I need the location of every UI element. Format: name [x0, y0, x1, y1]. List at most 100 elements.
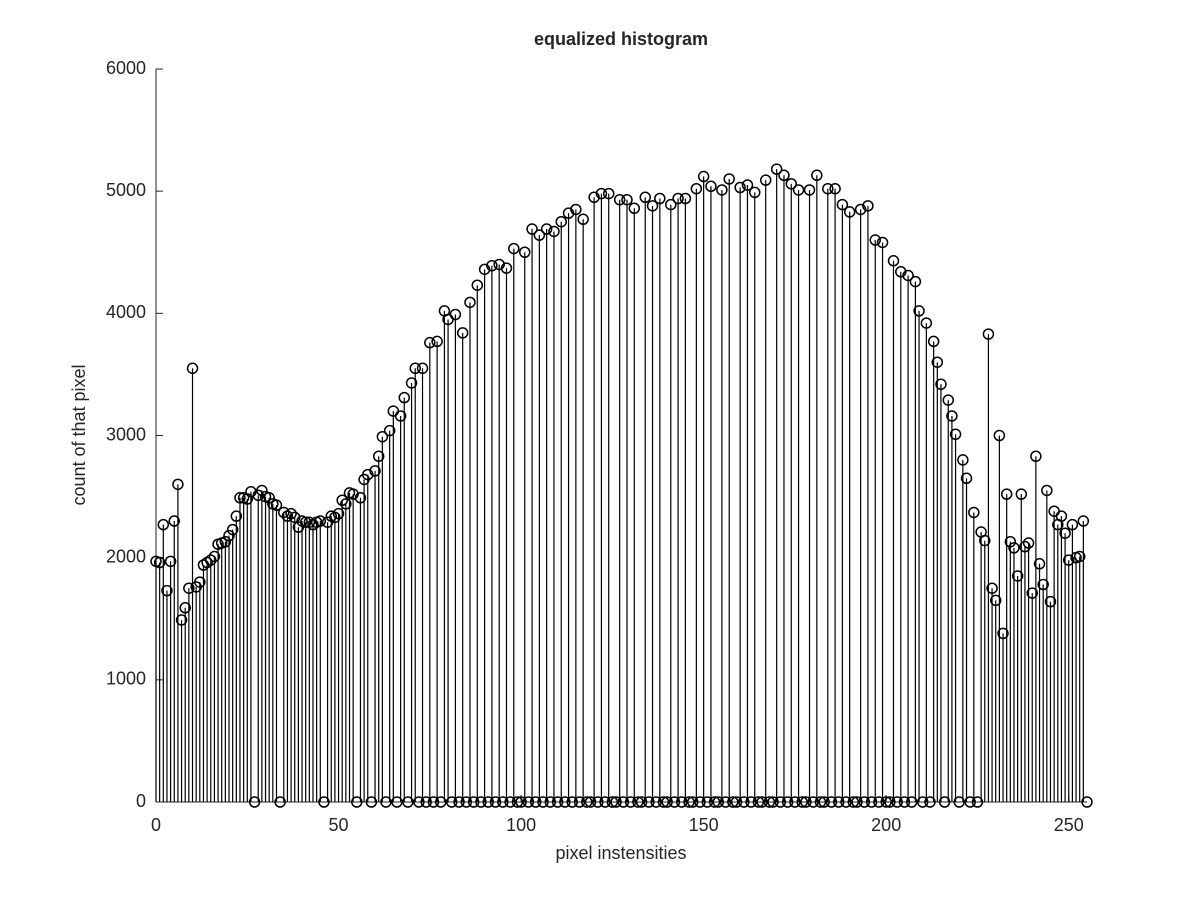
stem-marker	[968, 506, 980, 519]
chart-title: equalized histogram	[534, 29, 708, 49]
stem-marker	[391, 796, 403, 808]
stem-marker	[1033, 558, 1046, 570]
stem-marker	[814, 796, 827, 808]
stem-marker	[661, 796, 673, 808]
stem-marker	[1015, 488, 1028, 500]
stem-marker	[431, 335, 443, 348]
stem-marker	[1011, 570, 1024, 582]
stem-marker	[825, 796, 838, 808]
stem-marker	[840, 796, 852, 808]
stem-marker	[376, 430, 389, 443]
stem-marker	[887, 255, 900, 267]
stem-marker	[453, 796, 465, 808]
stem-marker	[865, 796, 878, 808]
stem-marker	[497, 796, 509, 808]
stem-marker	[774, 796, 787, 808]
stem-marker	[1077, 515, 1090, 527]
stem-marker	[989, 594, 1002, 607]
stem-marker	[263, 492, 275, 504]
stem-marker	[183, 582, 195, 594]
stem-marker	[219, 536, 232, 548]
stem-marker	[730, 796, 743, 808]
stem-marker	[486, 259, 498, 272]
stem-marker	[982, 328, 995, 340]
stem-marker	[467, 796, 480, 808]
stem-marker	[734, 181, 746, 194]
stem-marker	[759, 174, 772, 186]
stem-marker	[690, 182, 703, 195]
stem-marker	[606, 796, 619, 808]
stem-marker	[504, 796, 516, 808]
stem-marker	[738, 796, 750, 808]
stem-marker	[993, 429, 1006, 442]
stem-marker	[756, 796, 768, 808]
y-axis-label: count of that pixel	[69, 364, 89, 505]
stem-marker	[1000, 488, 1013, 500]
stem-marker	[526, 223, 538, 235]
stem-marker	[650, 796, 662, 808]
stem-marker	[694, 796, 706, 808]
stem-marker	[964, 796, 976, 808]
stem-marker	[175, 614, 188, 626]
stem-marker	[909, 275, 922, 288]
stem-marker	[380, 796, 392, 808]
stem-marker	[957, 454, 969, 466]
stem-marker	[460, 796, 473, 808]
stem-marker	[1081, 796, 1093, 808]
stem-marker	[548, 225, 560, 238]
stem-marker	[624, 796, 637, 808]
stem-marker	[1019, 540, 1031, 553]
stem-marker	[665, 198, 677, 211]
stem-marker	[884, 796, 896, 808]
stem-marker	[1030, 450, 1042, 463]
stem-marker	[427, 796, 440, 808]
stem-marker	[997, 627, 1009, 640]
stem-marker	[570, 203, 582, 216]
stem-marker	[274, 796, 286, 808]
y-tick-label: 1000	[106, 669, 146, 689]
stem-marker	[299, 516, 312, 528]
stem-marker	[584, 796, 597, 808]
stem-marker	[822, 182, 834, 195]
stem-marker	[781, 796, 794, 808]
stem-marker	[628, 202, 641, 215]
stem-marker	[1059, 527, 1071, 539]
stem-marker	[559, 796, 571, 808]
stem-marker	[592, 796, 604, 808]
stem-marker	[832, 796, 845, 808]
stem-marker	[1037, 578, 1049, 591]
stem-marker	[829, 182, 841, 195]
stem-marker	[931, 356, 944, 368]
stem-marker	[986, 582, 998, 594]
stem-marker	[205, 554, 217, 566]
stem-marker	[398, 391, 411, 404]
stem-marker	[577, 213, 589, 226]
stem-marker	[803, 184, 816, 196]
stem-marker	[551, 796, 564, 808]
stem-marker	[471, 279, 484, 291]
stem-marker	[1041, 484, 1053, 497]
stem-marker	[566, 796, 578, 808]
stem-marker	[372, 450, 385, 463]
x-axis-label: pixel instensities	[555, 843, 686, 863]
stem-marker	[394, 410, 407, 422]
stem-marker	[1008, 542, 1020, 554]
stem-marker	[405, 377, 418, 389]
stem-marker	[489, 796, 502, 808]
stem-marker	[226, 523, 239, 536]
stem-marker	[511, 796, 524, 808]
stem-marker	[675, 796, 688, 808]
stem-marker	[500, 262, 513, 274]
stem-marker	[435, 796, 447, 808]
stem-marker	[573, 796, 586, 808]
stem-marker	[208, 550, 221, 563]
stem-marker	[599, 796, 611, 808]
stem-marker	[336, 494, 348, 506]
stem-marker	[869, 234, 881, 246]
stem-marker	[332, 507, 345, 520]
stem-marker	[705, 180, 717, 193]
stem-marker	[194, 576, 206, 588]
stem-marker	[858, 796, 871, 808]
stem-marker	[916, 796, 929, 808]
